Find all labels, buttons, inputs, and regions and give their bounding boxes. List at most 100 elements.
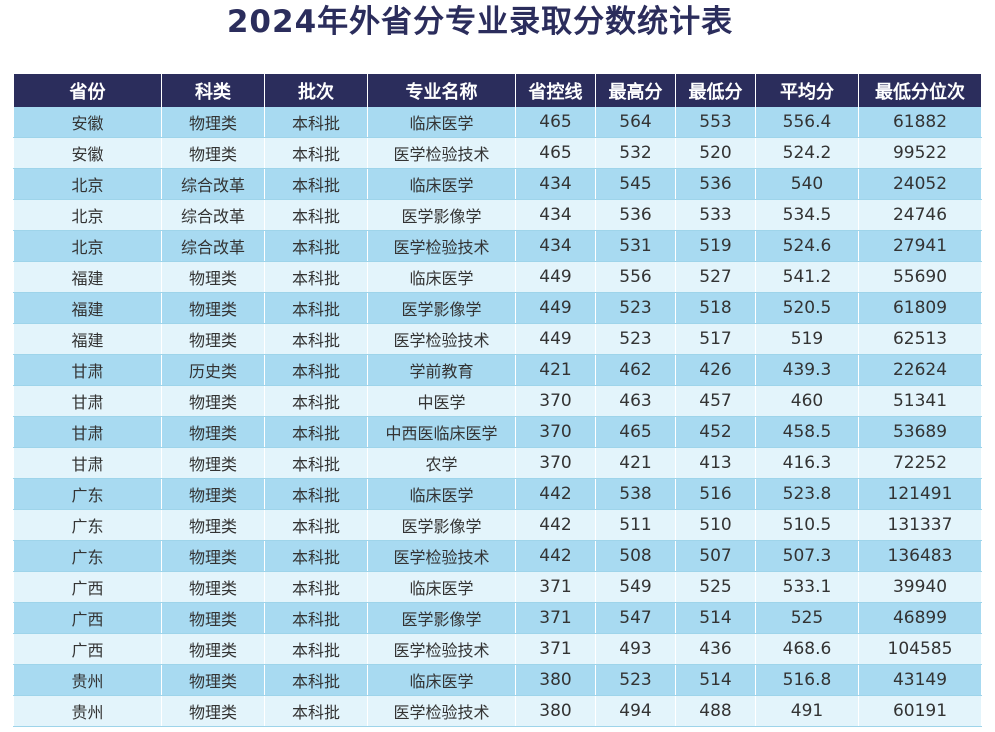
cell-max-score: 511 [595,509,676,541]
cell-min-score: 527 [675,261,756,293]
page-title: 2024年外省分专业录取分数统计表 [226,4,734,40]
cell-min-score: 514 [675,664,756,696]
cell-batch: 本科批 [264,447,368,479]
cell-max-score: 549 [595,571,676,603]
cell-min-score: 553 [675,107,756,138]
cell-category: 物理类 [161,509,265,541]
cell-avg-score: 519 [755,323,859,355]
table-body: 安徽 物理类 本科批 临床医学 465 564 553 556.4 61882 安徽 物理类 本科批医… [13,107,982,727]
cell-avg-score: 520.5 [755,292,859,324]
cell-min-rank: 136483 [858,540,982,572]
cell-major: 医学检验技术 [367,323,516,355]
cell-province: 甘肃 [13,354,162,386]
cell-min-score: 533 [675,199,756,231]
cell-category: 综合改革 [161,168,265,200]
table-header-row: 省份 科类 批次 专业名称 省控线 最高分 最低分 平均分 最低分位次 [13,74,982,107]
cell-major: 临床医学 [367,478,516,510]
cell-min-rank: 121491 [858,478,982,510]
cell-category: 物理类 [161,447,265,479]
table-row: 安徽 物理类 本科批 医学检验技术 465 532 520 524.2 99522 [13,137,982,169]
admission-scores-table-container: 省份 科类 批次 专业名称 省控线 最高分 最低分 平均分 最低分位次 安徽 物理… [13,74,982,727]
cell-category: 物理类 [161,107,265,138]
table-row: 贵州 物理类 本科批 医学检验技术 380 494 488 491 60191 [13,695,982,727]
cell-min-score: 426 [675,354,756,386]
cell-min-rank: 72252 [858,447,982,479]
table-row: 安徽 物理类 本科批 临床医学 465 564 553 556.4 61882 [13,107,982,138]
cell-min-score: 519 [675,230,756,262]
cell-control-line: 434 [515,230,596,262]
cell-min-rank: 39940 [858,571,982,603]
table-row: 广东 物理类 本科批 临床医学 442 538 516 523.8 121491 [13,478,982,510]
cell-control-line: 442 [515,509,596,541]
cell-category: 物理类 [161,261,265,293]
cell-max-score: 564 [595,107,676,138]
table-row: 广东 物理类 本科批 医学检验技术 442 508 507 507.3 136483 [13,540,982,572]
cell-batch: 本科批 [264,292,368,324]
cell-control-line: 434 [515,199,596,231]
cell-major: 临床医学 [367,107,516,138]
cell-batch: 本科批 [264,695,368,727]
cell-major: 医学影像学 [367,602,516,634]
cell-min-score: 507 [675,540,756,572]
cell-control-line: 442 [515,478,596,510]
cell-max-score: 532 [595,137,676,169]
cell-min-rank: 61882 [858,107,982,138]
cell-category: 物理类 [161,385,265,417]
cell-province: 贵州 [13,695,162,727]
header-avg-score: 平均分 [755,74,859,107]
cell-control-line: 380 [515,664,596,696]
header-min-rank: 最低分位次 [858,74,982,107]
cell-avg-score: 534.5 [755,199,859,231]
cell-control-line: 465 [515,137,596,169]
cell-avg-score: 491 [755,695,859,727]
cell-avg-score: 458.5 [755,416,859,448]
cell-min-score: 510 [675,509,756,541]
cell-min-rank: 131337 [858,509,982,541]
cell-category: 物理类 [161,478,265,510]
cell-max-score: 523 [595,323,676,355]
cell-control-line: 442 [515,540,596,572]
cell-major: 学前教育 [367,354,516,386]
cell-control-line: 370 [515,416,596,448]
cell-province: 福建 [13,292,162,324]
cell-category: 物理类 [161,137,265,169]
cell-batch: 本科批 [264,385,368,417]
cell-min-score: 457 [675,385,756,417]
header-batch: 批次 [264,74,368,107]
cell-control-line: 449 [515,261,596,293]
cell-major: 临床医学 [367,571,516,603]
cell-min-rank: 53689 [858,416,982,448]
cell-avg-score: 416.3 [755,447,859,479]
cell-min-rank: 104585 [858,633,982,665]
cell-category: 物理类 [161,416,265,448]
cell-batch: 本科批 [264,540,368,572]
cell-province: 甘肃 [13,385,162,417]
admission-scores-table: 省份 科类 批次 专业名称 省控线 最高分 最低分 平均分 最低分位次 安徽 物理… [13,74,982,727]
cell-province: 甘肃 [13,416,162,448]
cell-min-score: 436 [675,633,756,665]
cell-avg-score: 439.3 [755,354,859,386]
cell-max-score: 523 [595,664,676,696]
cell-max-score: 463 [595,385,676,417]
cell-max-score: 538 [595,478,676,510]
table-row: 北京 综合改革 本科批 医学影像学 434 536 533 534.5 24746 [13,199,982,231]
cell-min-score: 488 [675,695,756,727]
cell-max-score: 547 [595,602,676,634]
cell-min-rank: 22624 [858,354,982,386]
cell-province: 贵州 [13,664,162,696]
cell-province: 广东 [13,540,162,572]
cell-min-rank: 99522 [858,137,982,169]
cell-major: 医学影像学 [367,199,516,231]
cell-max-score: 494 [595,695,676,727]
cell-control-line: 370 [515,385,596,417]
cell-max-score: 523 [595,292,676,324]
cell-min-score: 536 [675,168,756,200]
cell-batch: 本科批 [264,416,368,448]
cell-batch: 本科批 [264,354,368,386]
cell-control-line: 371 [515,633,596,665]
table-row: 甘肃 物理类 本科批 中医学 370 463 457 460 51341 [13,385,982,417]
cell-control-line: 371 [515,602,596,634]
cell-avg-score: 507.3 [755,540,859,572]
cell-max-score: 536 [595,199,676,231]
cell-avg-score: 540 [755,168,859,200]
